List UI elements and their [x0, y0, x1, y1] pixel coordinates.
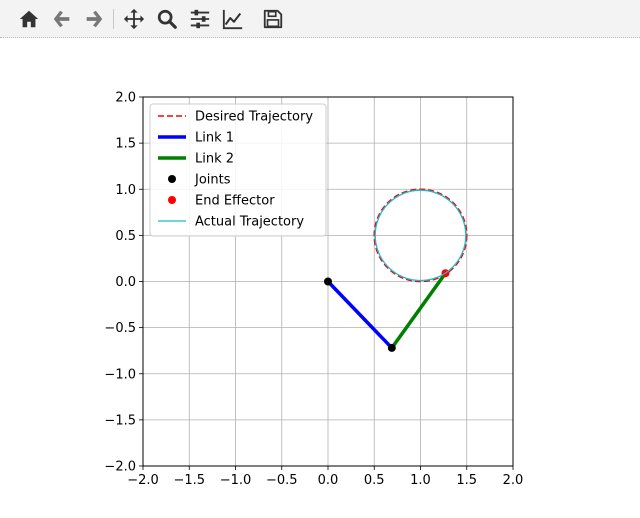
- y-tick-label: −1.0: [104, 367, 136, 382]
- save-button[interactable]: [260, 6, 286, 32]
- x-tick-label: −2.0: [127, 473, 159, 488]
- zoom-button[interactable]: [154, 6, 180, 32]
- joint-marker: [324, 277, 332, 286]
- y-tick-label: 1.0: [115, 183, 136, 198]
- y-tick-label: 1.5: [115, 137, 136, 152]
- legend-label: Link 1: [195, 131, 234, 146]
- link-2-line: [390, 272, 447, 349]
- plot-axes: −2.0 −1.5 −1.0 −0.5 0.0 0.5 1.0 1.5 2.0 2.0 1.5 1.0…: [104, 91, 523, 489]
- x-tick-label: −0.5: [266, 473, 298, 488]
- legend-label: Joints: [194, 173, 231, 188]
- sliders-icon: [190, 9, 210, 29]
- y-tick-label: −1.5: [104, 413, 136, 428]
- link-1-line: [326, 280, 394, 350]
- legend: Desired Trajectory Link 1 Link 2 Joints End …: [149, 103, 327, 237]
- legend-label: Link 2: [195, 152, 234, 167]
- axes-frame: [142, 96, 514, 467]
- legend-label: Actual Trajectory: [195, 215, 304, 230]
- y-tick-label: 0.5: [115, 229, 136, 244]
- x-tick-label: 0.5: [364, 473, 385, 488]
- y-tick-label: −0.5: [104, 321, 136, 336]
- legend-label: Desired Trajectory: [195, 110, 313, 125]
- legend-marker: [168, 175, 176, 183]
- y-tick-label: 2.0: [115, 91, 136, 106]
- forward-button[interactable]: [81, 6, 107, 32]
- arrow-right-icon: [86, 10, 103, 28]
- edit-axis-button[interactable]: [220, 6, 246, 32]
- x-tick-label: 1.5: [456, 473, 477, 488]
- y-tick-label: −2.0: [104, 460, 136, 475]
- x-tick-label: 1.0: [410, 473, 431, 488]
- home-icon: [19, 10, 39, 28]
- actual-trajectory-circle: [374, 189, 467, 282]
- move-icon: [123, 8, 145, 30]
- floppy-disk-icon: [263, 9, 283, 29]
- home-button[interactable]: [16, 6, 42, 32]
- toolbar-separator: [113, 9, 114, 29]
- y-tick-label: 0.0: [115, 275, 136, 290]
- legend-box: [149, 103, 327, 237]
- x-tick-label: −1.5: [173, 473, 205, 488]
- configure-subplots-button[interactable]: [187, 6, 213, 32]
- arrow-left-icon: [53, 10, 70, 28]
- back-button[interactable]: [49, 6, 75, 32]
- figure-canvas[interactable]: −2.0 −1.5 −1.0 −0.5 0.0 0.5 1.0 1.5 2.0 2.0 1.5 1.0…: [0, 38, 640, 518]
- magnifier-icon: [157, 9, 177, 29]
- line-chart-icon: [222, 9, 243, 30]
- x-tick-label: 0.0: [318, 473, 339, 488]
- navigation-toolbar: [0, 0, 640, 38]
- legend-label: End Effector: [195, 194, 275, 209]
- legend-marker: [168, 196, 176, 204]
- x-tick-label: 2.0: [503, 473, 524, 488]
- desired-trajectory-circle: [373, 188, 468, 283]
- pan-button[interactable]: [121, 6, 147, 32]
- joint-marker: [387, 343, 396, 352]
- x-tick-label: −1.0: [220, 473, 252, 488]
